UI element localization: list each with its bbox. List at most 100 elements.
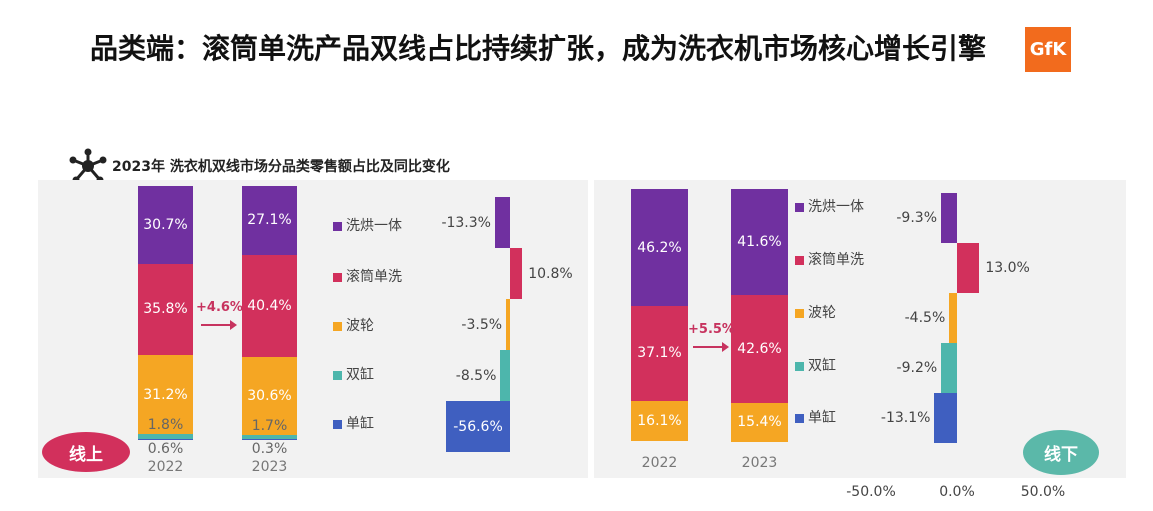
- legend-label: 滚筒单洗: [346, 269, 402, 285]
- bar-segment: [631, 189, 688, 307]
- bar-segment: [242, 439, 297, 441]
- yoy-label: -13.3%: [441, 214, 491, 231]
- data-label: 16.1%: [637, 413, 682, 430]
- bar-segment: [731, 294, 788, 403]
- data-label: 31.2%: [143, 386, 188, 403]
- arrow-head-icon: [722, 342, 729, 352]
- yoy-bar: [510, 248, 523, 299]
- data-label: 1.8%: [147, 417, 184, 434]
- legend-label: 洗烘一体: [346, 218, 402, 234]
- chart-title: 2023年 洗衣机双线市场分品类零售额占比及同比变化: [112, 159, 450, 175]
- legend-swatch: [795, 202, 804, 212]
- legend-label: 洗烘一体: [808, 199, 864, 215]
- yoy-bar: [494, 197, 510, 248]
- x-tick-label: 2023: [741, 455, 778, 471]
- data-label: 37.1%: [637, 345, 682, 362]
- legend-swatch: [333, 221, 342, 231]
- legend-swatch: [333, 419, 342, 429]
- legend-label: 波轮: [346, 318, 374, 334]
- bar-segment: [242, 357, 297, 436]
- yoy-bar: [500, 350, 510, 401]
- data-label: 30.6%: [247, 388, 292, 405]
- data-label: 46.2%: [637, 239, 682, 256]
- yoy-label: 10.8%: [528, 265, 573, 282]
- data-label: 35.8%: [143, 301, 188, 318]
- data-label: 15.4%: [737, 414, 782, 431]
- x-tick-label: 2022: [147, 459, 184, 475]
- x-tick-label: 2023: [251, 459, 288, 475]
- bar-segment: [731, 189, 788, 295]
- yoy-label: -9.3%: [896, 210, 937, 226]
- yoy-label: 13.0%: [985, 260, 1030, 276]
- legend-item: 滚筒单洗: [333, 268, 402, 286]
- legend-swatch: [333, 321, 342, 331]
- x-axis-tick: 50.0%: [1020, 484, 1066, 500]
- arrow-icon: [201, 324, 233, 326]
- arrow-head-icon: [230, 320, 237, 330]
- yoy-label: -3.5%: [461, 316, 503, 333]
- legend-item: 单缸: [333, 415, 374, 433]
- bar-segment: [242, 435, 297, 440]
- data-label: 41.6%: [737, 233, 782, 250]
- yoy-bar: [446, 401, 510, 452]
- data-label: 0.3%: [251, 441, 288, 458]
- legend-swatch: [795, 255, 804, 265]
- bar-segment: [631, 306, 688, 401]
- data-label: 30.7%: [143, 216, 188, 233]
- data-label: 0.6%: [147, 441, 184, 458]
- data-label: 42.6%: [737, 340, 782, 357]
- yoy-bar: [934, 393, 957, 443]
- legend-swatch: [795, 361, 804, 371]
- legend-item: 波轮: [795, 304, 836, 322]
- bar-segment: [138, 438, 193, 441]
- gfk-logo: GfK: [1025, 27, 1071, 72]
- yoy-bar: [941, 193, 957, 243]
- data-label: 27.1%: [247, 212, 292, 229]
- bar-segment: [138, 186, 193, 264]
- yoy-label: -8.5%: [455, 367, 497, 384]
- legend-label: 滚筒单洗: [808, 252, 864, 268]
- yoy-bar: [957, 243, 980, 293]
- yoy-bar: [949, 293, 957, 343]
- legend-item: 波轮: [333, 317, 374, 335]
- network-icon: [69, 148, 107, 184]
- legend-label: 单缸: [808, 410, 836, 426]
- x-axis-tick: 0.0%: [939, 484, 975, 500]
- bar-segment: [138, 263, 193, 355]
- bar-segment: [242, 254, 297, 358]
- bar-segment: [138, 434, 193, 439]
- yoy-bar: [941, 343, 957, 393]
- panel-label-pill: 线上: [42, 432, 130, 472]
- legend-swatch: [333, 272, 342, 282]
- data-label: 1.7%: [251, 418, 288, 435]
- legend-item: 双缸: [795, 357, 836, 375]
- yoy-label: -4.5%: [904, 310, 946, 326]
- legend-label: 波轮: [808, 305, 836, 321]
- yoy-label: -13.1%: [880, 410, 931, 426]
- share-change-label: +5.5%: [688, 322, 735, 337]
- bar-segment: [731, 402, 788, 442]
- bar-segment: [242, 186, 297, 255]
- panel-label-pill: 线下: [1023, 430, 1099, 475]
- yoy-label: -56.6%: [453, 418, 503, 435]
- yoy-label: -9.2%: [896, 360, 938, 376]
- x-tick-label: 2022: [641, 455, 678, 471]
- data-label: 40.4%: [247, 298, 292, 315]
- legend-item: 滚筒单洗: [795, 251, 864, 269]
- bar-segment: [138, 354, 193, 435]
- share-change-label: +4.6%: [196, 300, 243, 315]
- legend-swatch: [333, 370, 342, 380]
- legend-label: 双缸: [808, 358, 836, 374]
- legend-swatch: [795, 413, 804, 423]
- legend-label: 单缸: [346, 416, 374, 432]
- legend-item: 双缸: [333, 366, 374, 384]
- arrow-icon: [693, 346, 725, 348]
- page-title: 品类端：滚筒单洗产品双线占比持续扩张，成为洗衣机市场核心增长引擎: [90, 32, 987, 65]
- legend-label: 双缸: [346, 367, 374, 383]
- legend-item: 单缸: [795, 409, 836, 427]
- x-axis-tick: -50.0%: [846, 484, 896, 500]
- bar-segment: [631, 400, 688, 442]
- legend-item: 洗烘一体: [333, 217, 402, 235]
- yoy-bar: [506, 299, 510, 350]
- legend-item: 洗烘一体: [795, 198, 864, 216]
